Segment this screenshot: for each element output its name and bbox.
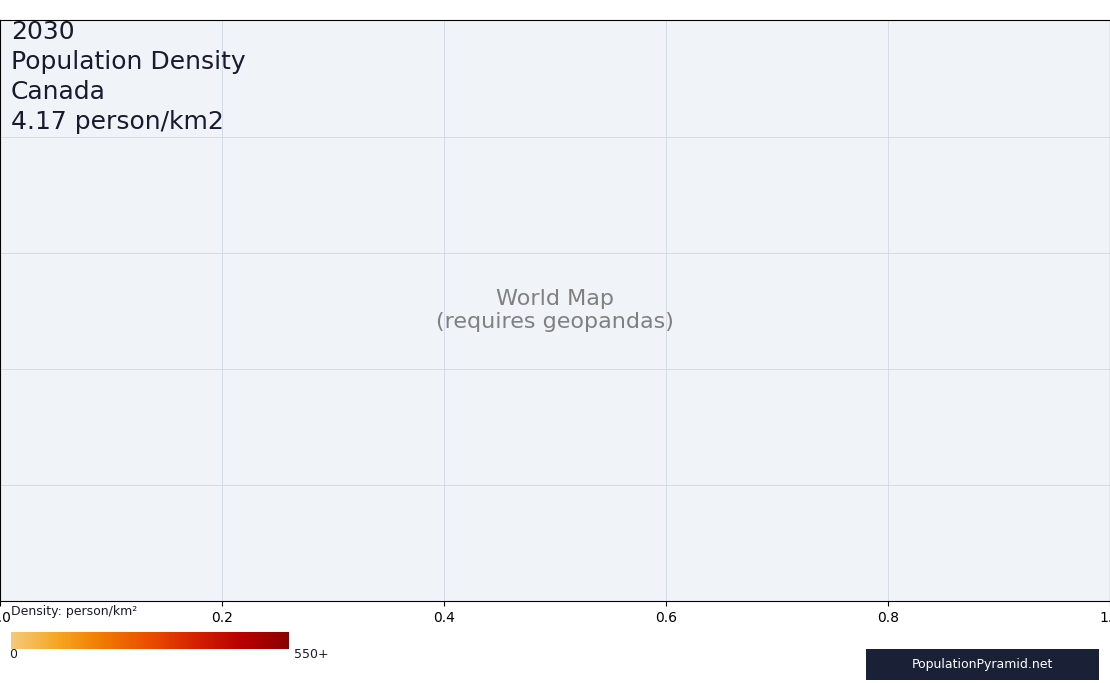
Text: 2030
Population Density
Canada
4.17 person/km2: 2030 Population Density Canada 4.17 pers… (11, 20, 245, 134)
Text: 550+: 550+ (294, 647, 329, 661)
Text: PopulationPyramid.net: PopulationPyramid.net (911, 658, 1053, 671)
Text: Density: person/km²: Density: person/km² (11, 605, 138, 618)
Text: World Map
(requires geopandas): World Map (requires geopandas) (436, 289, 674, 333)
Text: 0: 0 (9, 647, 17, 661)
